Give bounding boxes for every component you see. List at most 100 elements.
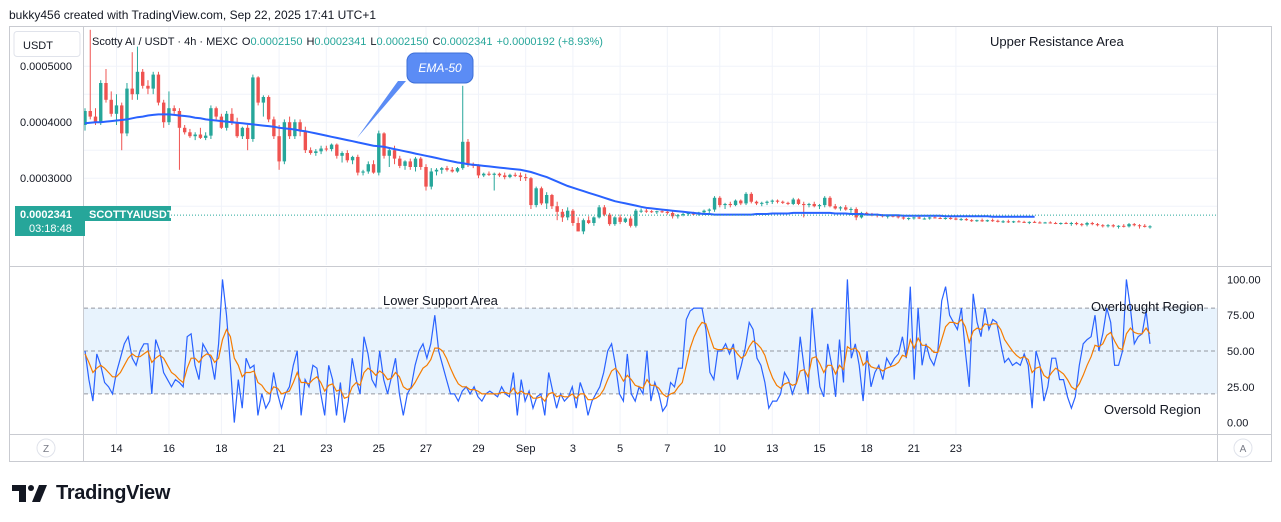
candle (125, 83, 129, 137)
candle (424, 164, 428, 191)
candle-body (429, 171, 433, 187)
candle-body (1017, 221, 1021, 223)
candle (1006, 219, 1011, 223)
candle (927, 216, 932, 220)
candle-body (324, 148, 329, 150)
candle-body (497, 173, 502, 176)
candle (314, 149, 318, 156)
candle (1116, 225, 1121, 229)
candle (177, 108, 182, 170)
time-tick-label: 10 (714, 443, 726, 455)
candle (618, 214, 622, 225)
candle (948, 216, 953, 220)
candle (141, 69, 145, 89)
candle-body (733, 200, 738, 206)
candle (723, 202, 727, 209)
candle-body (209, 108, 213, 136)
candle (1074, 221, 1079, 226)
candle-body (434, 169, 439, 172)
candle (791, 197, 795, 206)
time-tick-label: 13 (766, 443, 778, 455)
candle (1048, 221, 1053, 224)
candle-body (345, 153, 350, 161)
candle-body (665, 211, 670, 213)
candle (1032, 220, 1037, 223)
time-axis-labels: 14 16 18 21 23 25 27 29 Sep 3 5 7 10 13 15 18 21 23 (110, 443, 962, 455)
candle (906, 217, 911, 221)
candle (350, 155, 355, 165)
candle (602, 205, 607, 217)
candle (1137, 224, 1142, 229)
candle-body (146, 85, 150, 89)
candle-body (702, 210, 706, 213)
rsi-fast-line (84, 279, 1151, 423)
candle-body (335, 144, 339, 156)
candle (503, 172, 507, 180)
candle (1017, 220, 1021, 223)
zoom-button[interactable]: Z (36, 438, 56, 458)
candle (765, 200, 769, 206)
ema-callout[interactable]: EMA-50 (357, 52, 474, 138)
candle (565, 207, 570, 221)
legend-change: +0.0000192 (+8.93%) (496, 36, 602, 48)
candle-body (844, 207, 848, 210)
candle (817, 203, 822, 209)
candle-body (975, 220, 979, 222)
candle-body (235, 122, 239, 137)
candle-body (581, 220, 586, 232)
rsi-axis-labels: 100.00 75.00 50.00 25.00 0.00 (1227, 274, 1261, 429)
time-tick-label: 27 (420, 443, 432, 455)
candle-body (84, 111, 87, 125)
candle-body (1127, 224, 1131, 227)
candle-body (308, 150, 313, 153)
candle-body (739, 200, 743, 204)
candle-body (350, 156, 355, 161)
candle (912, 216, 916, 220)
candle (628, 216, 633, 228)
candle-body (1038, 222, 1042, 224)
candle-body (791, 199, 795, 204)
candle-body (586, 220, 591, 223)
candle-body (607, 214, 612, 225)
auto-scale-button[interactable]: A (1233, 438, 1253, 458)
candle (733, 199, 738, 207)
time-tick-label: 7 (664, 443, 670, 455)
candle-body (424, 167, 428, 187)
candle-body (529, 178, 533, 206)
candle-body (807, 203, 811, 206)
candle-body (177, 111, 182, 128)
candle-body (455, 168, 460, 172)
time-tick-label: 5 (617, 443, 623, 455)
candle (534, 186, 538, 208)
candle-body (277, 136, 281, 162)
candle-body (445, 168, 449, 170)
candle (802, 201, 806, 218)
candle-body (1137, 225, 1142, 227)
candle (335, 143, 339, 159)
candle (833, 203, 837, 210)
candle (361, 169, 365, 176)
candle (959, 217, 963, 221)
candle-body (261, 97, 266, 103)
time-tick-label: 21 (273, 443, 285, 455)
candle (1064, 221, 1068, 225)
rsi-tick-label: 100.00 (1227, 274, 1261, 286)
candle (917, 216, 921, 220)
candle-body (523, 177, 528, 179)
candle (718, 196, 722, 208)
candle (403, 160, 407, 170)
candle-body (623, 218, 628, 222)
candle-body (676, 215, 680, 217)
candle-body (440, 168, 444, 170)
candle-body (93, 116, 98, 123)
candle (198, 127, 203, 139)
candle (88, 29, 92, 120)
candle (256, 76, 260, 106)
rsi-band (84, 307, 1217, 395)
candle-body (1048, 222, 1053, 224)
currency-button[interactable]: USDT (13, 31, 81, 57)
candle (938, 216, 942, 220)
candle-body (901, 217, 906, 219)
candle-body (838, 207, 843, 209)
